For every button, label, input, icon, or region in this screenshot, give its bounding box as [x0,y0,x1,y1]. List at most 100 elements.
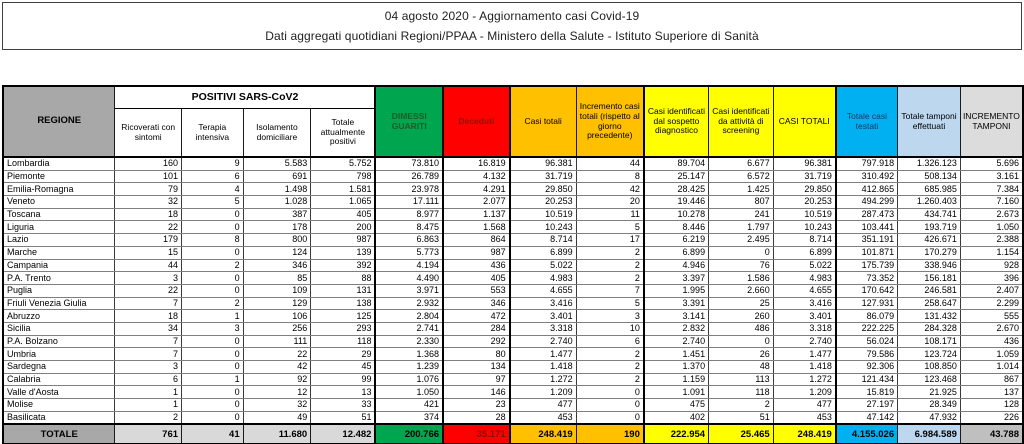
cell-casi-testati: 494.299 [834,195,899,209]
cell-sospetto-diagnostico: 19.446 [642,195,710,209]
cell-attualmente-positivi: 1.065 [310,195,376,209]
cell-dimessi-guariti: 4.490 [374,271,444,285]
cell-attualmente-positivi: 29 [310,347,376,361]
cell-dimessi-guariti: 6.863 [374,233,444,247]
cell-attualmente-positivi: 405 [310,207,376,222]
cell-incremento-tamponi: 1.154 [959,245,1024,260]
cell-casi-totali: 2.740 [508,334,577,349]
cell-tamponi-effettuati: 193.719 [897,220,961,235]
cell-incremento-casi: 7 [575,283,645,298]
cell-deceduti: 4.132 [442,169,511,184]
cell-dimessi-guariti: 2.741 [374,321,444,336]
cell-incremento-casi: 44 [575,156,645,171]
cell-casi-totali-2: 6.899 [772,245,837,260]
cell-terapia: 0 [181,334,244,349]
cell-tamponi-effettuati: 434.741 [897,207,961,222]
cell-screening: 1.797 [708,220,774,235]
cell-terapia: 0 [181,283,244,298]
region-name: Friuli Venezia Giulia [2,296,116,311]
cell-screening: 1.425 [708,182,774,197]
cell-terapia: 0 [181,385,244,400]
table-row: P.A. Trento 3 0 85 88 4.490 405 4.983 2 3.397 1.58… [2,271,1024,285]
cell-screening: 118 [708,385,774,400]
covid-data-table: REGIONE POSITIVI SARS-CoV2 DIMESSI GUARITI… [2,85,1024,444]
cell-ricoverati: 44 [114,258,183,273]
cell-terapia: 0 [181,398,244,412]
cell-casi-totali: 5.022 [508,258,577,273]
cell-tamponi-effettuati: 123.468 [897,372,961,387]
cell-dimessi-guariti: 17.111 [374,195,444,209]
cell-casi-totali: 3.401 [508,309,577,323]
cell-casi-totali: 3.318 [508,321,577,336]
cell-terapia: 4 [181,182,244,197]
cell-casi-totali-2: 10.519 [772,207,837,222]
cell-casi-totali-2: 31.719 [772,169,837,184]
cell-casi-testati: 15.819 [834,385,899,400]
cell-ricoverati: 1 [114,398,183,412]
cell-screening: 0 [708,334,774,349]
cell-casi-totali-2: 3.401 [772,309,837,323]
cell-casi-testati: 310.492 [834,169,899,184]
cell-terapia: 6 [181,169,244,184]
cell-sospetto-diagnostico: 1.451 [642,347,710,361]
col-header-screening: Casi identificati da attività di screeni… [708,85,774,158]
cell-casi-totali-2: 20.253 [772,195,837,209]
region-name: Basilicata [2,410,116,425]
totale-screening: 25.465 [708,423,774,444]
col-header-regione: REGIONE [2,85,116,158]
region-name: Molise [2,398,116,412]
cell-casi-totali: 4.655 [508,283,577,298]
cell-casi-testati: 86.079 [834,309,899,323]
cell-isolamento: 691 [242,169,312,184]
cell-sospetto-diagnostico: 1.370 [642,360,710,374]
table-row: Sardegna 3 0 42 45 1.239 134 1.418 2 1.370 48 1.418… [2,360,1024,374]
cell-tamponi-effettuati: 108.171 [897,334,961,349]
cell-attualmente-positivi: 45 [310,360,376,374]
cell-terapia: 0 [181,347,244,361]
col-header-attualmente-positivi: Totale attualmente positivi [310,108,376,158]
table-row: Marche 15 0 124 139 5.773 987 6.899 2 6.899 0 6.899… [2,245,1024,260]
cell-dimessi-guariti: 1.076 [374,372,444,387]
cell-casi-testati: 101.871 [834,245,899,260]
cell-tamponi-effettuati: 108.850 [897,360,961,374]
cell-screening: 260 [708,309,774,323]
region-name: Puglia [2,283,116,298]
cell-tamponi-effettuati: 123.724 [897,347,961,361]
region-name: Liguria [2,220,116,235]
cell-screening: 6.677 [708,156,774,171]
cell-dimessi-guariti: 421 [374,398,444,412]
cell-casi-totali: 453 [508,410,577,425]
col-header-tamponi-effettuati: Totale tamponi effettuati [897,85,961,158]
totale-sospetto-diagnostico: 222.954 [642,423,710,444]
cell-casi-totali-2: 96.381 [772,156,837,171]
cell-deceduti: 864 [442,233,511,247]
cell-ricoverati: 6 [114,372,183,387]
cell-casi-testati: 175.739 [834,258,899,273]
table-row: Abruzzo 18 1 106 125 2.804 472 3.401 3 3.141 260 3.… [2,309,1024,323]
cell-screening: 6.572 [708,169,774,184]
cell-isolamento: 32 [242,398,312,412]
cell-casi-totali: 3.416 [508,296,577,311]
cell-incremento-casi: 5 [575,296,645,311]
cell-tamponi-effettuati: 258.647 [897,296,961,311]
totale-isolamento: 11.680 [242,423,312,444]
table-row: Calabria 6 1 92 99 1.076 97 1.272 2 1.159 113 1.272… [2,372,1024,387]
col-header-casi-testati: Totale casi testati [834,85,899,158]
cell-screening: 2 [708,398,774,412]
cell-deceduti: 16.819 [442,156,511,171]
cell-deceduti: 346 [442,296,511,311]
cell-casi-testati: 287.473 [834,207,899,222]
header-row-groups: REGIONE POSITIVI SARS-CoV2 DIMESSI GUARITI… [2,85,1024,158]
cell-casi-totali: 29.850 [508,182,577,197]
cell-isolamento: 5.583 [242,156,312,171]
region-name: Abruzzo [2,309,116,323]
cell-dimessi-guariti: 2.330 [374,334,444,349]
cell-casi-totali: 31.719 [508,169,577,184]
totale-casi-totali-2: 248.419 [772,423,837,444]
cell-tamponi-effettuati: 426.671 [897,233,961,247]
cell-deceduti: 2.077 [442,195,511,209]
cell-screening: 25 [708,296,774,311]
region-name: Sardegna [2,360,116,374]
cell-terapia: 0 [181,271,244,285]
cell-tamponi-effettuati: 170.279 [897,245,961,260]
